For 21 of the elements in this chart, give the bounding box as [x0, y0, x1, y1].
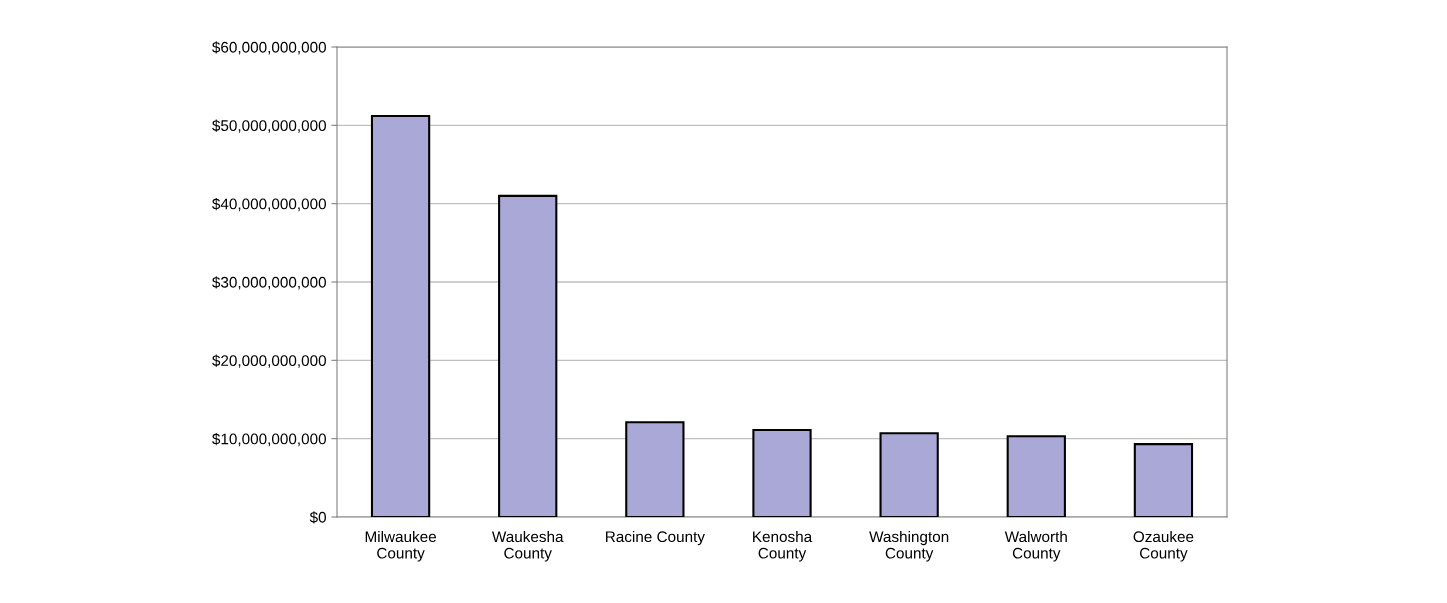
y-tick-label: $10,000,000,000	[212, 432, 326, 447]
bar	[1133, 443, 1194, 517]
bar	[1006, 435, 1066, 517]
y-tick-label: $30,000,000,000	[212, 276, 326, 290]
y-tick-label: $20,000,000,000	[212, 354, 326, 368]
x-tick-label: Waukesha County	[491, 530, 564, 562]
x-tick-label: Milwaukee County	[365, 530, 436, 562]
y-tick-label: $0	[309, 511, 326, 524]
bar	[625, 421, 685, 517]
bar	[879, 432, 939, 517]
bar	[498, 194, 558, 517]
x-tick-label: Kenosha County	[753, 530, 813, 562]
y-tick-label: $40,000,000,000	[212, 197, 326, 212]
y-tick-label: $60,000,000,000	[212, 41, 326, 55]
bar	[370, 114, 431, 517]
y-tick-label: $50,000,000,000	[212, 119, 326, 133]
x-tick-label: Ozaukee County	[1133, 530, 1194, 562]
x-tick-label: Washington County	[869, 530, 949, 562]
x-tick-label: Racine County	[606, 530, 705, 546]
x-tick-label: Walworth County	[1004, 530, 1067, 562]
bar	[752, 429, 812, 517]
